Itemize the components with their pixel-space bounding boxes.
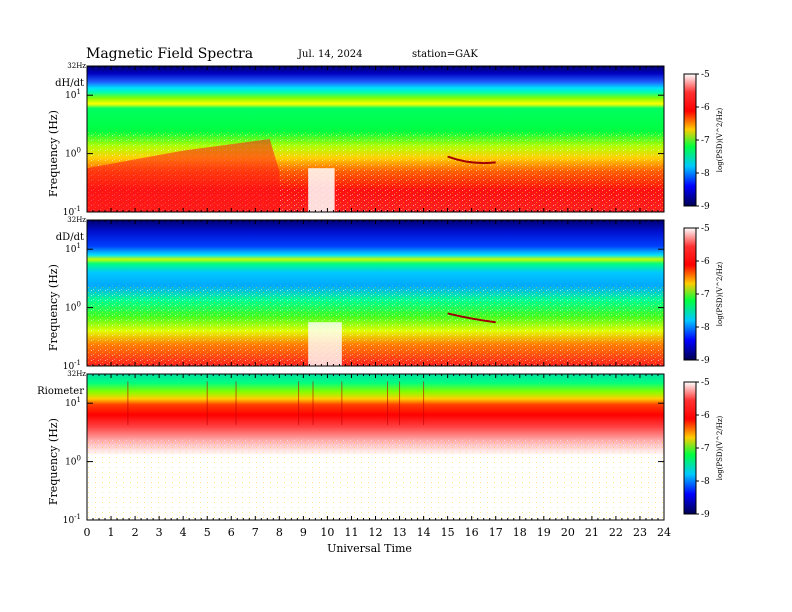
y-tick-label: 100 [65, 455, 81, 468]
y-tick-label: 101 [65, 396, 81, 409]
x-tick-label: 24 [657, 526, 671, 539]
y-tick-label: 10-1 [63, 513, 81, 526]
chart-date: Jul. 14, 2024 [298, 49, 363, 60]
colorbar-label: log(PSD)(V^2/Hz) [716, 261, 724, 326]
noise-region [87, 139, 280, 212]
y-tick-label: 101 [65, 242, 81, 255]
y-tick-label: 101 [65, 88, 81, 101]
colorbar-tick-label: -9 [701, 202, 710, 212]
event-streak [447, 312, 496, 324]
x-tick-label: 20 [561, 526, 575, 539]
x-tick-label: 23 [633, 526, 647, 539]
panel-top-label: 32Hz [67, 370, 86, 378]
colorbar-0: -5 -6 -7 -8 -9 log(PSD)(V^2/Hz) [683, 70, 724, 212]
y-axis-label: Frequency (Hz) [47, 418, 60, 505]
colorbar-tick-label: -5 [701, 224, 710, 234]
x-tick-label: 4 [180, 526, 187, 539]
x-axis-label: Universal Time [327, 542, 412, 555]
panel-label: dH/dt [55, 78, 84, 89]
y-tick-label: 10-1 [63, 205, 81, 218]
chart-title: Magnetic Field Spectra [86, 46, 254, 62]
x-tick-label: 13 [393, 526, 407, 539]
y-axis-label: Frequency (Hz) [47, 110, 60, 197]
x-tick-label: 19 [537, 526, 551, 539]
colorbar-label: log(PSD)(V^2/Hz) [716, 415, 724, 480]
colorbar-tick-label: -7 [701, 290, 710, 300]
x-tick-label: 2 [132, 526, 139, 539]
spectrogram-texture-1 [87, 285, 664, 366]
colorbar-tick-label: -7 [701, 136, 710, 146]
colorbar-tick-label: -5 [701, 378, 710, 388]
x-tick-label: 18 [513, 526, 527, 539]
x-tick-label: 8 [276, 526, 283, 539]
x-tick-label: 0 [84, 526, 91, 539]
x-tick-label: 9 [300, 526, 307, 539]
colorbar-tick-label: -9 [701, 356, 710, 366]
y-tick-label: 100 [65, 301, 81, 314]
panel-top-label: 32Hz [67, 216, 86, 224]
colorbar-tick-label: -6 [701, 257, 710, 267]
station-label: station=GAK [412, 49, 478, 60]
x-tick-label: 16 [465, 526, 479, 539]
colorbar-bar [683, 73, 697, 207]
colorbar-tick-label: -8 [701, 323, 710, 333]
x-axis: 0 1 2 3 4 5 6 7 8 9 10 11 12 13 14 15 16 17 18 19 20 21 22 23 24… [84, 526, 672, 555]
colorbar-label: log(PSD)(V^2/Hz) [716, 107, 724, 172]
event-streak [447, 155, 496, 165]
x-tick-label: 14 [417, 526, 431, 539]
colorbar-bar [683, 227, 697, 361]
x-tick-label: 7 [252, 526, 259, 539]
spectrogram-texture-2 [87, 439, 664, 520]
colorbar-tick-label: -6 [701, 411, 710, 421]
quiet-gap [308, 168, 335, 212]
colorbar-tick-label: -8 [701, 169, 710, 179]
colorbar-bar [683, 381, 697, 515]
colorbar-2: -5 -6 -7 -8 -9 log(PSD)(V^2/Hz) [683, 378, 724, 520]
x-tick-label: 21 [585, 526, 599, 539]
x-tick-label: 1 [108, 526, 115, 539]
x-tick-label: 17 [489, 526, 503, 539]
y-tick-label: 100 [65, 147, 81, 160]
colorbar-tick-label: -8 [701, 477, 710, 487]
x-tick-label: 5 [204, 526, 211, 539]
x-tick-label: 3 [156, 526, 163, 539]
x-tick-label: 11 [344, 526, 358, 539]
x-tick-label: 10 [320, 526, 334, 539]
panel-top-label: 32Hz [67, 62, 86, 70]
colorbar-tick-label: -5 [701, 70, 710, 80]
colorbar-1: -5 -6 -7 -8 -9 log(PSD)(V^2/Hz) [683, 224, 724, 366]
colorbar-tick-label: -6 [701, 103, 710, 113]
quiet-gap [308, 322, 342, 366]
x-tick-label: 12 [369, 526, 383, 539]
x-tick-label: 15 [441, 526, 455, 539]
y-tick-label: 10-1 [63, 359, 81, 372]
panel-label: dD/dt [56, 232, 84, 243]
colorbar-tick-label: -9 [701, 510, 710, 520]
y-axis-label: Frequency (Hz) [47, 264, 60, 351]
x-tick-label: 22 [609, 526, 623, 539]
panel-label: Riometer [37, 386, 84, 397]
colorbar-tick-label: -7 [701, 444, 710, 454]
x-tick-label: 6 [228, 526, 235, 539]
